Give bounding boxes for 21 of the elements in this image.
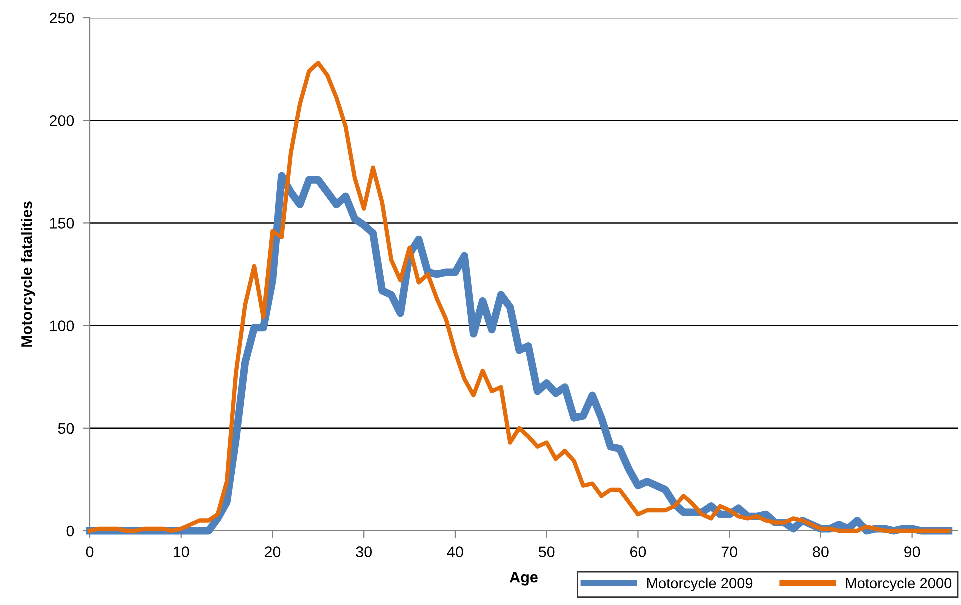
x-tick-label: 20 [265, 546, 281, 558]
line-series [88, 61, 951, 534]
x-tick-label: 0 [86, 546, 94, 558]
x-tick-label: 40 [447, 546, 464, 558]
y-axis-title: Motorcycle fatalities [21, 202, 36, 347]
y-tick-label: 0 [66, 526, 74, 537]
legend-label: Motorcycle 2009 [648, 578, 753, 592]
y-tick-label: 250 [50, 12, 74, 24]
x-tick-label: 10 [174, 546, 190, 558]
y-tick-label: 200 [50, 115, 74, 126]
x-tick-label: 70 [722, 546, 738, 558]
y-tick-label: 150 [50, 218, 74, 229]
x-tick-label: 80 [813, 546, 829, 558]
y-tick-label: 50 [58, 423, 74, 434]
x-tick-label: 60 [630, 546, 646, 558]
x-tick-label: 50 [538, 546, 555, 558]
x-axis-title: Age [510, 572, 538, 586]
x-tick-label: 90 [904, 546, 920, 558]
x-tick-label: 30 [356, 546, 372, 558]
legend-label: Motorcycle 2000 [846, 578, 952, 592]
y-tick-label: 100 [50, 320, 74, 332]
